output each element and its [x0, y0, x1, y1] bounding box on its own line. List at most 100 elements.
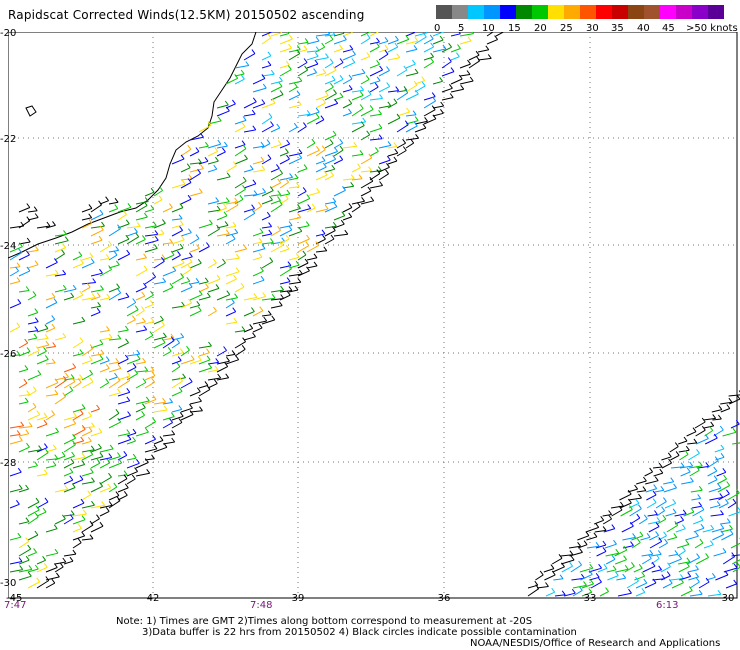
wind-barb-flag — [144, 197, 149, 202]
wind-barb-flag — [88, 436, 92, 442]
wind-barb-flag — [277, 196, 281, 201]
wind-barb — [459, 74, 471, 77]
wind-barb — [611, 509, 623, 517]
wind-barb — [712, 418, 722, 421]
wind-barb — [718, 502, 729, 509]
wind-barb — [315, 72, 326, 77]
wind-barb — [604, 543, 617, 549]
wind-barb-flag — [376, 59, 381, 65]
wind-barb — [324, 39, 334, 45]
wind-barb-flag — [88, 213, 93, 219]
wind-barb — [378, 70, 390, 77]
wind-barb — [360, 93, 372, 101]
wind-barb — [658, 542, 668, 549]
wind-barb — [171, 305, 185, 309]
wind-barb — [387, 57, 400, 61]
wind-barb — [135, 216, 148, 221]
wind-barb-flag — [393, 142, 398, 147]
wind-barb — [135, 310, 145, 317]
wind-barb — [234, 341, 246, 349]
wind-barb — [351, 121, 366, 125]
wind-barb — [108, 292, 121, 301]
wind-barb — [90, 239, 103, 245]
wind-barb — [45, 458, 58, 461]
wind-barb-flag — [160, 320, 165, 326]
wind-barb-flag — [466, 70, 471, 75]
wind-barb — [117, 358, 129, 365]
wind-barb-flag — [315, 107, 320, 113]
wind-barb — [689, 581, 700, 589]
wind-barb-flag — [674, 520, 679, 526]
wind-barb — [216, 110, 230, 117]
wind-barb — [117, 487, 129, 493]
wind-barb-flag — [571, 588, 576, 594]
wind-barb-flag — [297, 100, 302, 106]
wind-barb — [577, 535, 590, 541]
wind-barb — [644, 471, 653, 477]
wind-barb-flag — [242, 144, 247, 149]
wind-barb-flag — [333, 89, 337, 94]
wind-barb-flag — [179, 348, 184, 353]
wind-barb-flag — [178, 405, 183, 410]
wind-barb-flag — [162, 397, 167, 403]
wind-barb-flag — [313, 261, 318, 267]
wind-barb-flag — [105, 254, 110, 259]
wind-barb-flag — [570, 555, 575, 561]
wind-barb-flag — [329, 82, 334, 88]
legend-swatch — [452, 5, 468, 19]
wind-barb — [396, 142, 406, 149]
wind-barb — [180, 148, 192, 157]
wind-barb-flag — [154, 236, 159, 241]
wind-barb — [243, 53, 256, 61]
wind-barb-flag — [394, 35, 399, 41]
wind-barb — [171, 262, 185, 269]
wind-barb — [216, 207, 227, 213]
wind-barb-flag — [259, 266, 264, 272]
wind-barb — [99, 448, 114, 453]
wind-barb — [315, 174, 328, 181]
wind-barb — [261, 55, 272, 61]
wind-barb — [36, 344, 50, 349]
wind-barb — [645, 488, 657, 493]
wind-barb-flag — [385, 169, 390, 175]
wind-barb-flag — [551, 570, 556, 576]
wind-barb-flag — [710, 524, 715, 530]
wind-barb-flag — [467, 59, 471, 65]
wind-barb-flag — [334, 147, 339, 152]
wind-barb — [722, 431, 737, 437]
wind-barb-flag — [205, 283, 209, 288]
wind-barb — [171, 366, 181, 373]
wind-barb-flag — [51, 578, 56, 584]
wind-barb — [468, 60, 480, 69]
wind-barb-flag — [329, 58, 334, 64]
wind-barb-flag — [154, 230, 159, 235]
wind-barb — [351, 108, 364, 117]
wind-barb-flag — [206, 355, 211, 361]
wind-barb-flag — [674, 442, 679, 447]
wind-barb — [144, 191, 155, 197]
wind-barb-flag — [652, 498, 657, 503]
wind-barb — [135, 472, 150, 477]
wind-barb — [207, 209, 221, 213]
wind-barb — [225, 311, 236, 317]
wind-barb — [198, 124, 212, 133]
wind-barb-flag — [713, 475, 718, 481]
wind-barb-flag — [190, 355, 195, 360]
wind-barb — [108, 500, 121, 509]
wind-barb-flag — [89, 369, 93, 375]
wind-barb-flag — [729, 529, 734, 535]
wind-barb — [54, 288, 67, 293]
wind-barb — [198, 281, 209, 285]
wind-barb-flag — [297, 204, 301, 209]
wind-barb — [171, 224, 184, 229]
legend-label: 45 — [662, 23, 675, 34]
wind-barb-flag — [132, 315, 136, 321]
wind-barb — [405, 142, 414, 149]
wind-barb-flag — [658, 565, 662, 571]
wind-barb — [72, 502, 85, 509]
wind-barb — [18, 382, 28, 389]
wind-barb-flag — [457, 44, 461, 49]
wind-barb — [243, 212, 256, 221]
wind-barb — [36, 337, 49, 341]
wind-barb — [45, 362, 56, 365]
